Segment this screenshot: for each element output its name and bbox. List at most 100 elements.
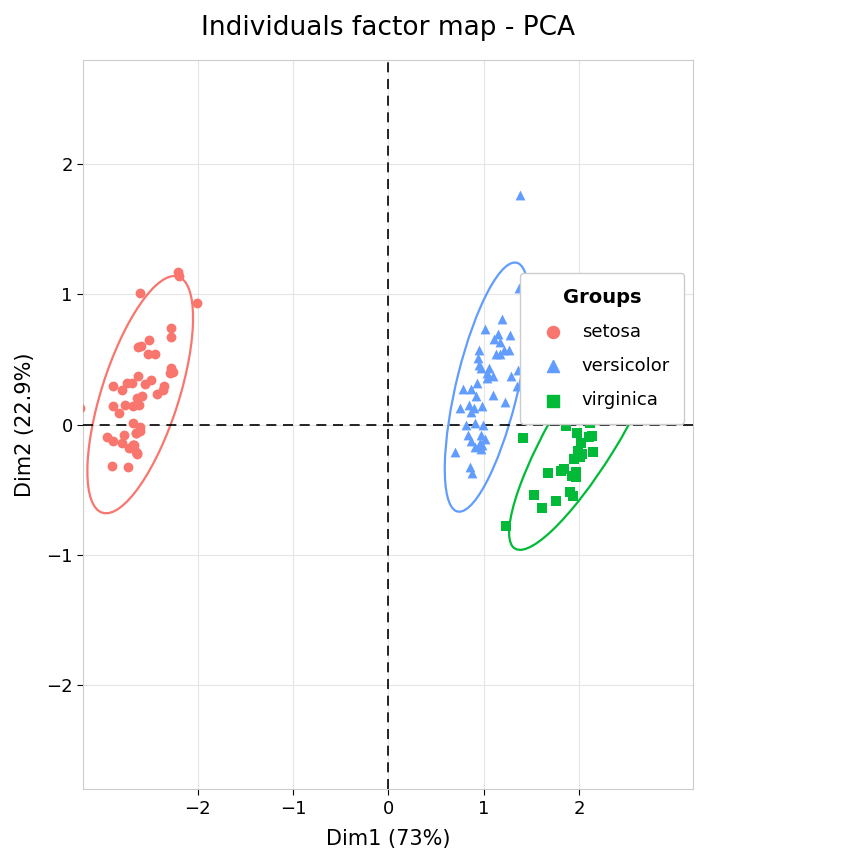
Point bbox=[569, 465, 583, 479]
Point bbox=[464, 405, 478, 419]
Point bbox=[489, 347, 503, 361]
Point bbox=[516, 431, 530, 445]
Point bbox=[575, 436, 588, 450]
Point bbox=[474, 361, 488, 375]
Point bbox=[474, 429, 488, 442]
Point bbox=[511, 363, 524, 377]
Point bbox=[566, 410, 580, 424]
Point bbox=[463, 460, 477, 473]
Point bbox=[131, 340, 145, 354]
Point bbox=[105, 459, 119, 473]
Point bbox=[583, 416, 597, 430]
Point bbox=[189, 296, 203, 310]
Point bbox=[116, 435, 130, 449]
Point bbox=[133, 424, 147, 438]
Point bbox=[593, 407, 607, 421]
Point bbox=[125, 376, 139, 390]
Point bbox=[464, 435, 478, 448]
Point bbox=[164, 361, 178, 375]
Point bbox=[479, 321, 492, 335]
Point bbox=[123, 441, 137, 454]
Point bbox=[579, 409, 593, 422]
Point bbox=[118, 428, 131, 442]
Point bbox=[535, 501, 549, 515]
Point bbox=[495, 312, 509, 326]
Point bbox=[486, 369, 500, 383]
Point bbox=[474, 399, 488, 413]
Point bbox=[541, 466, 555, 480]
Point bbox=[499, 395, 512, 409]
Point bbox=[130, 445, 143, 459]
Point bbox=[137, 378, 151, 391]
Point bbox=[148, 347, 162, 361]
Point bbox=[135, 340, 149, 353]
Point bbox=[136, 390, 149, 403]
Point bbox=[130, 447, 144, 461]
Point bbox=[133, 420, 147, 434]
Point bbox=[476, 418, 490, 432]
Point bbox=[557, 462, 571, 476]
Point bbox=[106, 379, 120, 393]
Point bbox=[638, 332, 651, 346]
Point bbox=[99, 430, 113, 444]
Point bbox=[504, 328, 518, 342]
Point bbox=[166, 365, 180, 379]
Point bbox=[468, 441, 482, 454]
Point bbox=[126, 416, 140, 430]
Point bbox=[73, 401, 87, 415]
Point bbox=[601, 405, 615, 419]
Point bbox=[583, 412, 597, 426]
Point bbox=[563, 486, 577, 499]
Point bbox=[472, 343, 486, 357]
Point bbox=[105, 434, 119, 448]
Point bbox=[461, 429, 474, 442]
Legend: setosa, versicolor, virginica: setosa, versicolor, virginica bbox=[520, 273, 684, 424]
Point bbox=[129, 426, 143, 440]
Point bbox=[487, 332, 501, 346]
Point bbox=[510, 379, 524, 393]
Point bbox=[141, 347, 155, 361]
Point bbox=[472, 358, 486, 372]
Point bbox=[480, 372, 494, 385]
Point bbox=[126, 438, 140, 452]
Point bbox=[479, 432, 492, 446]
Point bbox=[590, 412, 604, 426]
Point bbox=[493, 346, 507, 360]
Point bbox=[493, 334, 507, 348]
Point bbox=[462, 398, 476, 412]
Point bbox=[575, 448, 589, 461]
Point bbox=[149, 387, 163, 401]
Point bbox=[473, 438, 487, 452]
Point bbox=[568, 452, 581, 466]
Point bbox=[618, 369, 632, 383]
Point bbox=[613, 367, 626, 381]
Point bbox=[631, 340, 645, 354]
Point bbox=[585, 429, 599, 443]
Point bbox=[607, 340, 620, 353]
Point bbox=[129, 426, 143, 440]
Point bbox=[467, 401, 481, 415]
Point bbox=[121, 461, 135, 474]
Point bbox=[171, 264, 185, 278]
Point bbox=[459, 418, 473, 432]
X-axis label: Dim1 (73%): Dim1 (73%) bbox=[326, 829, 450, 849]
Point bbox=[482, 361, 496, 375]
Point bbox=[131, 370, 145, 384]
Point bbox=[657, 344, 670, 358]
Point bbox=[126, 399, 140, 413]
Point bbox=[521, 353, 535, 366]
Point bbox=[625, 347, 638, 361]
Point bbox=[591, 410, 605, 423]
Point bbox=[556, 399, 569, 413]
Point bbox=[130, 446, 144, 460]
Point bbox=[119, 377, 133, 391]
Point bbox=[486, 389, 499, 403]
Point bbox=[590, 412, 604, 426]
Point bbox=[605, 393, 619, 407]
Point bbox=[566, 489, 580, 503]
Point bbox=[569, 471, 582, 485]
Point bbox=[157, 379, 171, 393]
Point bbox=[112, 406, 126, 420]
Point bbox=[133, 286, 147, 300]
Point bbox=[569, 427, 583, 441]
